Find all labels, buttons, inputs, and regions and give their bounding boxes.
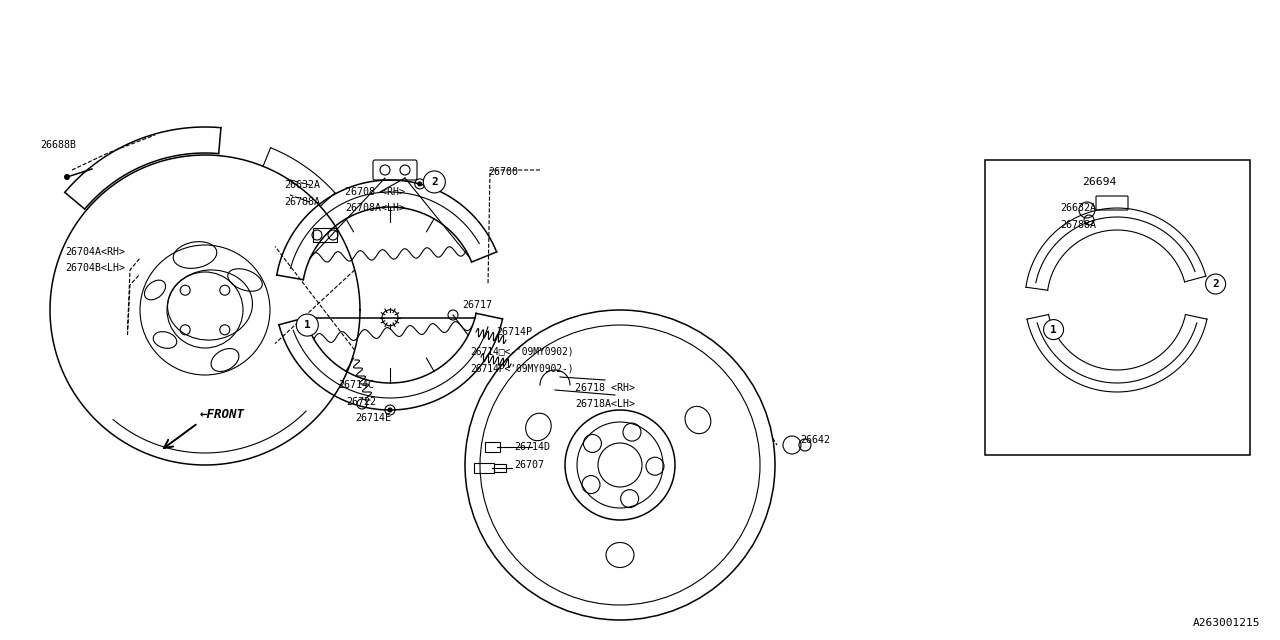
Circle shape bbox=[388, 408, 392, 412]
Text: 26700: 26700 bbox=[488, 167, 518, 177]
Text: 2: 2 bbox=[1212, 279, 1219, 289]
Text: 26714E: 26714E bbox=[355, 413, 390, 423]
Text: 26632A: 26632A bbox=[1060, 203, 1096, 213]
Text: 1: 1 bbox=[303, 320, 311, 330]
Text: 26704B<LH>: 26704B<LH> bbox=[65, 263, 125, 273]
Text: 26788A: 26788A bbox=[1060, 220, 1096, 230]
Text: A263001215: A263001215 bbox=[1193, 618, 1260, 628]
Text: 26788A: 26788A bbox=[284, 197, 320, 207]
Text: 26694: 26694 bbox=[1082, 177, 1116, 187]
Text: 26688B: 26688B bbox=[40, 140, 76, 150]
Text: 2: 2 bbox=[431, 177, 438, 187]
Text: 26707: 26707 bbox=[515, 460, 544, 470]
Circle shape bbox=[296, 314, 319, 336]
Text: 26714P<'09MY0902-): 26714P<'09MY0902-) bbox=[470, 363, 573, 373]
Text: 26708A<LH>: 26708A<LH> bbox=[346, 203, 404, 213]
Circle shape bbox=[64, 174, 70, 180]
Text: 26717: 26717 bbox=[462, 300, 492, 310]
Text: 26632A: 26632A bbox=[284, 180, 320, 190]
Text: 26718A<LH>: 26718A<LH> bbox=[575, 399, 635, 409]
Circle shape bbox=[417, 182, 422, 186]
Circle shape bbox=[1043, 319, 1064, 340]
Circle shape bbox=[385, 405, 396, 415]
Circle shape bbox=[415, 179, 425, 189]
Text: 26704A<RH>: 26704A<RH> bbox=[65, 247, 125, 257]
Text: 26714C: 26714C bbox=[338, 380, 374, 390]
Text: 26708 <RH>: 26708 <RH> bbox=[346, 187, 404, 197]
FancyBboxPatch shape bbox=[986, 160, 1251, 455]
Text: 26714P: 26714P bbox=[497, 327, 532, 337]
Text: 26714□<-'09MY0902): 26714□<-'09MY0902) bbox=[470, 346, 573, 356]
Text: ←FRONT: ←FRONT bbox=[200, 408, 244, 422]
Circle shape bbox=[424, 171, 445, 193]
Circle shape bbox=[1206, 274, 1226, 294]
Text: 26722: 26722 bbox=[346, 397, 376, 407]
Text: 26718 <RH>: 26718 <RH> bbox=[575, 383, 635, 393]
Text: 26642: 26642 bbox=[800, 435, 829, 445]
Text: 1: 1 bbox=[1050, 324, 1057, 335]
Text: 26714D: 26714D bbox=[515, 442, 550, 452]
